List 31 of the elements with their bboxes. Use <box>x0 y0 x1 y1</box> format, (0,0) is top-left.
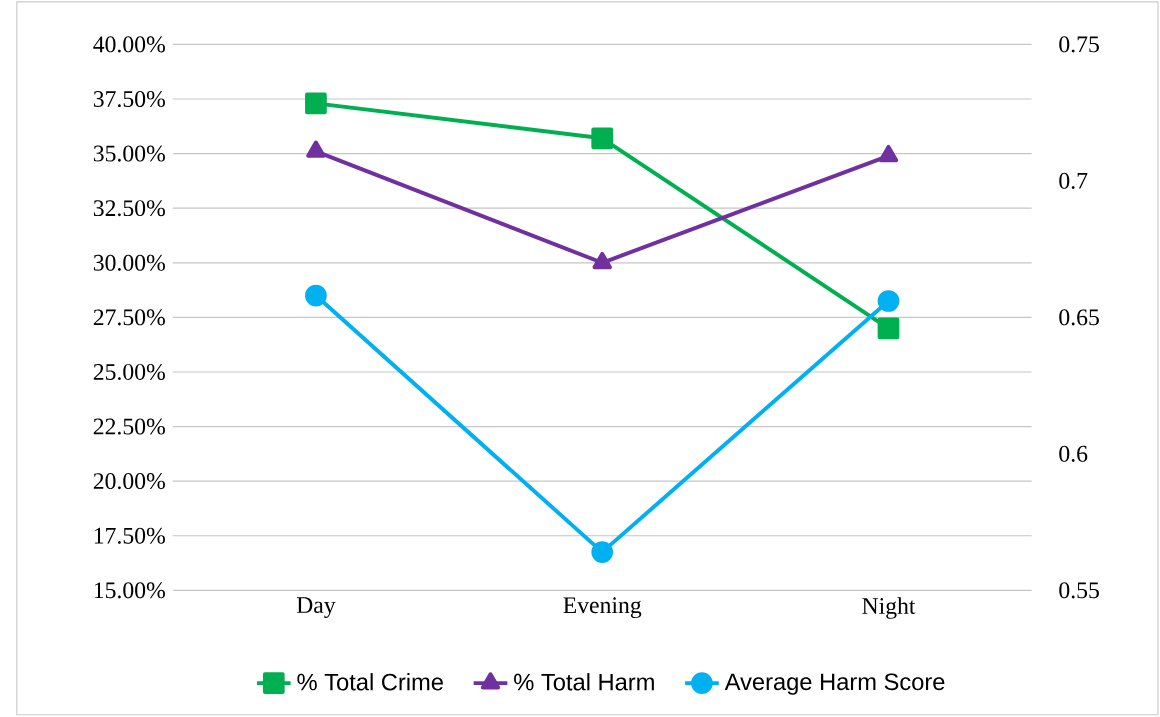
y2-tick-label: 0.55 <box>1059 582 1099 599</box>
y-tick-label: 32.50% <box>93 200 165 217</box>
point <box>878 145 899 163</box>
point <box>591 541 614 564</box>
point <box>591 127 614 150</box>
y-tick-label: 30.00% <box>93 254 165 271</box>
y-tick-label: 17.50% <box>94 527 165 544</box>
y2-tick-label: 0.75 <box>1059 36 1099 53</box>
legend-label: Average Harm Score <box>724 673 945 695</box>
point <box>592 252 612 270</box>
y-tick-label: 20.00% <box>93 473 165 490</box>
point <box>305 92 327 115</box>
y-tick-label: 37.50% <box>93 91 165 108</box>
y2-tick-label: 0.6 <box>1059 445 1088 463</box>
y2-tick-label: 0.7 <box>1059 172 1088 190</box>
y-tick-label: 27.50% <box>93 309 165 326</box>
legend-label: % Total Crime <box>297 673 443 691</box>
x-tick-label: Night <box>862 597 916 620</box>
y-tick-label: 25.00% <box>93 364 165 381</box>
y-tick-label: 22.50% <box>93 418 165 435</box>
x-tick-label: Day <box>296 597 336 619</box>
y2-tick-label: 0.65 <box>1059 309 1099 326</box>
y-tick-label: 35.00% <box>93 145 165 162</box>
legend-label: % Total Harm <box>514 673 654 691</box>
point <box>877 290 900 312</box>
point <box>877 317 900 340</box>
x-tick-label: Evening <box>563 597 642 619</box>
point <box>305 284 327 307</box>
y-tick-label: 15.00% <box>94 582 165 599</box>
point <box>306 140 326 158</box>
y-tick-label: 40.00% <box>93 36 165 53</box>
